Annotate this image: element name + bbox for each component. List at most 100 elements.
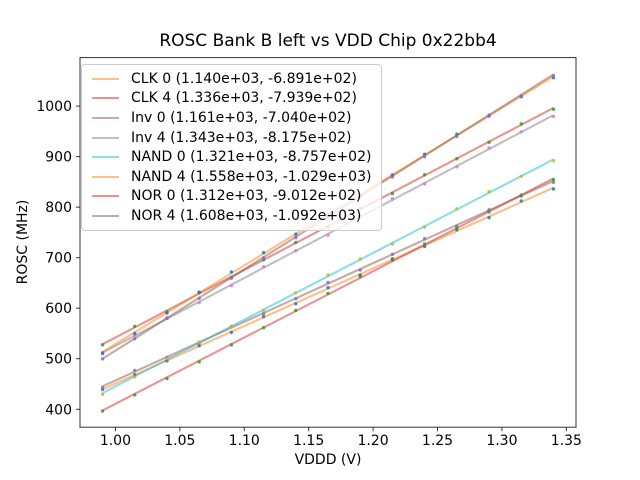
x-tick-label: 1.10 [229, 433, 260, 449]
data-point [326, 280, 330, 285]
data-point [229, 343, 234, 347]
data-point [133, 368, 137, 373]
data-point [487, 114, 491, 118]
data-point [551, 159, 556, 163]
data-point [197, 300, 201, 305]
legend-item-clk-4: CLK 4 (1.336e+03, -7.939e+02) [92, 89, 371, 109]
data-point [165, 316, 169, 321]
data-point [390, 197, 395, 201]
data-point [487, 210, 491, 214]
data-point [326, 233, 330, 237]
y-tick-label: 900 [45, 150, 72, 166]
legend-label: NOR 0 (1.312e+03, -9.012e+02) [131, 188, 362, 205]
data-point [165, 356, 169, 361]
y-tick-label: 800 [45, 200, 72, 216]
data-point [551, 177, 556, 182]
data-point [261, 256, 266, 260]
data-point [519, 94, 523, 98]
x-tick-label: 1.20 [358, 433, 389, 449]
data-point [294, 240, 298, 245]
y-tick-label: 600 [45, 301, 72, 317]
x-tick-label: 1.25 [422, 433, 453, 449]
data-point [100, 392, 105, 396]
data-point [519, 122, 523, 126]
legend-item-nand-0: NAND 0 (1.321e+03, -8.757e+02) [92, 147, 371, 167]
legend-item-inv-0: Inv 0 (1.161e+03, -7.040e+02) [92, 108, 371, 128]
legend-item-nor-4: NOR 4 (1.608e+03, -1.092e+03) [92, 206, 371, 226]
data-point [358, 257, 362, 261]
data-point [551, 107, 556, 111]
data-point [197, 360, 201, 364]
legend-item-nand-4: NAND 4 (1.558e+03, -1.029e+03) [92, 167, 371, 187]
data-point [100, 351, 105, 355]
data-point [229, 330, 234, 334]
data-point [294, 301, 298, 306]
data-point [100, 357, 105, 361]
data-point [390, 242, 395, 246]
data-point [455, 157, 459, 161]
data-point [133, 393, 137, 397]
data-point [519, 194, 523, 198]
y-tick-label: 1000 [36, 99, 72, 115]
data-point [422, 237, 427, 241]
axes-border [79, 57, 577, 428]
data-point [261, 325, 266, 330]
legend-label: NOR 4 (1.608e+03, -1.092e+03) [131, 207, 362, 224]
data-point [197, 296, 201, 300]
data-point [100, 385, 105, 390]
data-point [261, 314, 266, 319]
data-point [551, 180, 556, 184]
data-point [487, 189, 491, 194]
data-point [294, 291, 298, 295]
data-point [390, 191, 395, 196]
data-point [455, 226, 459, 230]
x-tick-label: 1.35 [551, 433, 582, 449]
data-point [519, 174, 523, 179]
data-point [422, 242, 427, 246]
data-point [551, 114, 556, 119]
legend-label: CLK 4 (1.336e+03, -7.939e+02) [131, 90, 357, 107]
y-tick-label: 500 [45, 352, 72, 368]
data-point [133, 336, 137, 341]
data-point [229, 283, 234, 288]
data-point [261, 309, 266, 313]
data-point [197, 340, 201, 344]
data-point [133, 331, 137, 336]
data-point [422, 244, 427, 249]
data-point [229, 325, 234, 329]
data-point [326, 273, 330, 277]
chart-title: ROSC Bank B left vs VDD Chip 0x22bb4 [159, 31, 497, 51]
data-point [390, 252, 395, 256]
legend: CLK 0 (1.140e+03, -6.891e+02) CLK 4 (1.33… [81, 64, 383, 231]
data-point [133, 324, 137, 328]
data-point [551, 73, 556, 78]
legend-line-sample [92, 97, 119, 100]
data-point [165, 311, 169, 315]
legend-item-nor-0: NOR 0 (1.312e+03, -9.012e+02) [92, 187, 371, 207]
data-point [229, 270, 234, 274]
legend-label: NAND 4 (1.558e+03, -1.029e+03) [131, 168, 372, 185]
data-point [294, 232, 298, 236]
legend-label: NAND 0 (1.321e+03, -8.757e+02) [131, 149, 372, 166]
data-point [487, 215, 491, 220]
data-point [455, 165, 459, 169]
data-point [100, 343, 105, 347]
data-point [100, 409, 105, 413]
data-point [422, 152, 427, 156]
legend-label: Inv 4 (1.343e+03, -8.175e+02) [131, 129, 352, 146]
x-tick-label: 1.05 [164, 433, 195, 449]
legend-item-clk-0: CLK 0 (1.140e+03, -6.891e+02) [92, 69, 371, 89]
data-point [294, 235, 298, 240]
data-point [455, 207, 459, 211]
data-point [422, 182, 427, 186]
data-point [294, 249, 298, 253]
legend-line-sample [92, 136, 119, 139]
legend-line-sample [92, 214, 119, 217]
data-point [261, 312, 266, 316]
data-point [422, 225, 427, 229]
x-tick-label: 1.00 [100, 433, 131, 449]
legend-label: Inv 0 (1.161e+03, -7.040e+02) [131, 109, 352, 126]
data-point [294, 297, 298, 301]
data-point [294, 308, 298, 313]
legend-line-sample [92, 116, 119, 119]
